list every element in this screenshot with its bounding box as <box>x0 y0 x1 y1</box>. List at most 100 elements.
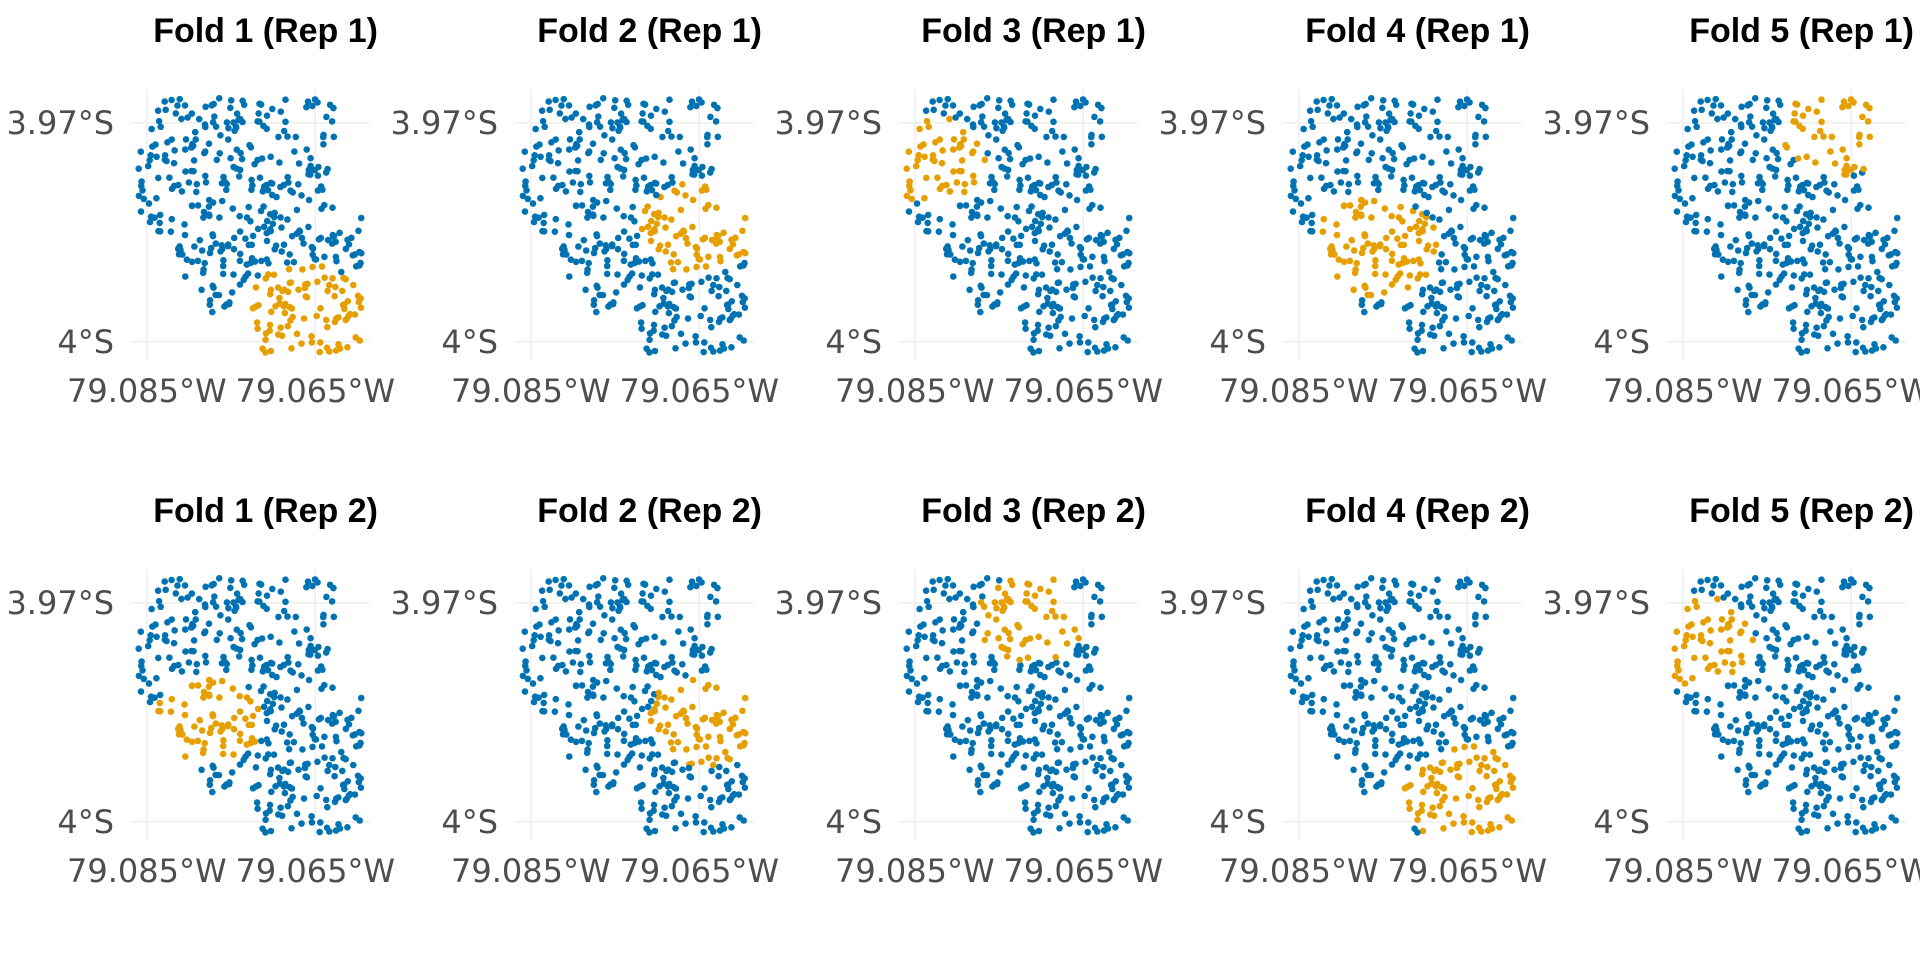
training-point <box>585 601 593 608</box>
training-point <box>1071 146 1078 153</box>
training-point <box>201 628 209 635</box>
test-point <box>921 194 928 202</box>
training-point <box>138 178 145 185</box>
test-point <box>1843 162 1850 170</box>
training-point <box>682 672 689 679</box>
test-point <box>1350 286 1357 294</box>
test-point <box>739 227 746 235</box>
test-point <box>1424 242 1432 249</box>
test-point <box>1048 607 1056 615</box>
training-point <box>1865 755 1872 762</box>
test-point <box>705 201 712 209</box>
test-point <box>689 703 696 711</box>
training-point <box>574 157 582 164</box>
test-point <box>961 188 968 196</box>
training-point <box>1717 701 1724 708</box>
training-point <box>633 662 640 669</box>
training-point <box>1860 236 1868 244</box>
training-point <box>565 701 572 708</box>
training-point <box>1717 102 1725 109</box>
training-point <box>199 269 207 277</box>
training-point <box>1434 576 1441 583</box>
test-point <box>1674 658 1681 665</box>
training-point <box>533 623 540 630</box>
training-point <box>636 764 644 771</box>
training-point <box>1307 597 1315 605</box>
points <box>1671 575 1901 836</box>
training-point <box>282 96 289 103</box>
training-point <box>1323 147 1330 154</box>
training-point <box>1066 672 1073 679</box>
training-point <box>296 708 304 715</box>
training-point <box>592 582 599 589</box>
training-point <box>236 281 244 288</box>
test-point <box>713 711 721 719</box>
training-point <box>139 187 146 194</box>
test-point <box>1006 635 1014 643</box>
training-point <box>1879 315 1887 323</box>
training-point <box>288 825 295 832</box>
training-point <box>585 628 593 635</box>
training-point <box>687 626 694 633</box>
training-point <box>1509 694 1517 702</box>
training-point <box>614 245 622 253</box>
training-point <box>1880 344 1887 351</box>
training-point <box>593 711 600 718</box>
test-point <box>252 303 260 310</box>
test-point <box>656 722 664 729</box>
training-point <box>263 112 271 119</box>
training-point <box>1344 616 1351 623</box>
training-point <box>1098 133 1106 141</box>
test-point <box>1050 598 1057 606</box>
test-point <box>662 704 669 711</box>
training-point <box>1030 330 1038 337</box>
training-point <box>697 312 704 320</box>
test-point <box>647 237 655 245</box>
training-point <box>1798 330 1806 337</box>
training-point <box>1675 187 1682 194</box>
training-point <box>1783 698 1790 705</box>
training-point <box>1052 133 1059 140</box>
training-point <box>1778 235 1785 242</box>
training-point <box>1361 762 1368 770</box>
training-point <box>251 258 259 265</box>
training-point <box>1468 348 1475 356</box>
training-point <box>1016 721 1024 729</box>
training-point <box>148 605 155 613</box>
training-point <box>329 231 337 239</box>
training-point <box>539 597 547 605</box>
training-point <box>156 211 164 219</box>
training-point <box>1737 739 1744 747</box>
test-point <box>1818 96 1825 103</box>
training-point <box>964 236 972 244</box>
test-point <box>668 216 675 223</box>
training-point <box>1344 136 1351 143</box>
training-point <box>321 681 328 689</box>
test-point <box>701 714 709 722</box>
training-point <box>659 613 666 621</box>
training-point <box>1814 248 1821 255</box>
training-point <box>1414 829 1421 836</box>
training-point <box>1004 761 1012 768</box>
training-point <box>304 98 312 105</box>
training-point <box>1334 648 1341 655</box>
test-point <box>1071 626 1078 633</box>
training-point <box>626 715 633 722</box>
training-point <box>1704 96 1711 104</box>
training-point <box>184 594 191 601</box>
training-point <box>1802 770 1810 778</box>
training-point <box>1818 576 1825 583</box>
training-point <box>1125 694 1133 702</box>
test-point <box>912 162 920 170</box>
training-point <box>1857 733 1864 741</box>
training-point <box>1798 336 1805 344</box>
points <box>1287 575 1517 836</box>
training-point <box>1756 737 1763 744</box>
training-point <box>1094 828 1101 835</box>
training-point <box>1436 216 1443 223</box>
training-point <box>1469 339 1476 346</box>
training-point <box>1101 795 1108 802</box>
test-point <box>1004 646 1012 654</box>
training-point <box>1742 729 1750 737</box>
y-tick-label: 4°S <box>1593 803 1650 841</box>
